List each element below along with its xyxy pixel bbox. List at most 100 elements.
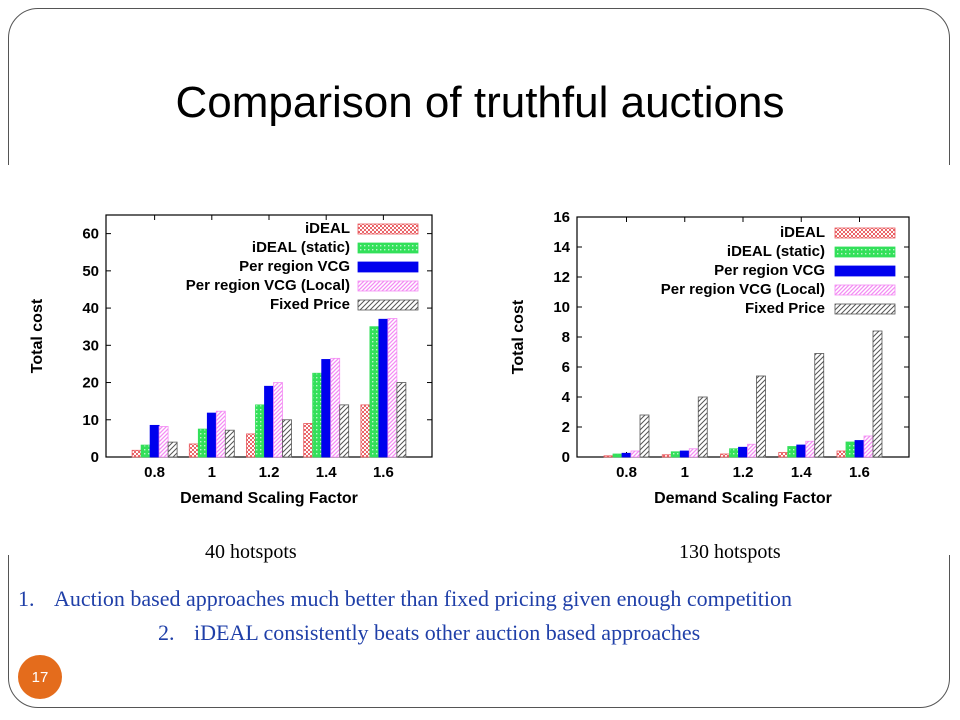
y-tick-label: 10 <box>82 412 99 429</box>
legend-label: iDEAL (static) <box>727 243 825 260</box>
y-tick-label: 14 <box>553 239 570 256</box>
y-tick-label: 12 <box>553 269 570 286</box>
y-tick-label: 4 <box>562 389 571 406</box>
x-tick-label: 0.8 <box>144 464 165 481</box>
bar <box>321 359 332 458</box>
x-tick-label: 0.8 <box>616 464 637 481</box>
legend-label: iDEAL (static) <box>252 239 350 256</box>
y-tick-label: 20 <box>82 375 99 392</box>
legend-label: Per region VCG (Local) <box>186 277 350 294</box>
frame-gap-left <box>6 165 11 555</box>
bar <box>360 404 371 458</box>
legend-swatch <box>834 246 896 258</box>
bar <box>158 426 169 458</box>
bar <box>639 414 650 458</box>
legend-swatch <box>357 299 419 311</box>
bullet-text: iDEAL consistently beats other auction b… <box>194 620 701 645</box>
bullet-text: Auction based approaches much better tha… <box>54 586 792 611</box>
x-axis-label: Demand Scaling Factor <box>654 490 832 507</box>
y-tick-label: 60 <box>82 226 99 243</box>
bar <box>149 424 160 458</box>
bar <box>796 444 807 458</box>
legend-swatch <box>357 242 419 254</box>
bar <box>805 440 816 458</box>
x-tick-label: 1.4 <box>316 464 338 481</box>
legend-label: Fixed Price <box>270 296 350 313</box>
bar <box>778 452 789 458</box>
legend-label: Per region VCG (Local) <box>661 281 825 298</box>
bar <box>603 455 614 458</box>
bar <box>224 429 235 458</box>
legend-swatch <box>357 261 419 273</box>
bar <box>264 385 274 458</box>
y-tick-label: 0 <box>91 449 99 466</box>
slide-title: Comparison of truthful auctions <box>175 78 785 127</box>
bar <box>697 396 708 458</box>
bar <box>612 453 623 458</box>
bar <box>312 372 323 458</box>
legend-label: iDEAL <box>305 220 350 237</box>
bar <box>720 453 730 458</box>
bar <box>206 412 217 458</box>
bar <box>688 448 699 458</box>
y-tick-label: 30 <box>82 337 99 354</box>
bar <box>756 375 766 458</box>
legend-label: iDEAL <box>780 224 825 241</box>
y-tick-label: 16 <box>553 209 570 226</box>
x-tick-label: 1.6 <box>849 464 870 481</box>
legend-label: Per region VCG <box>714 262 825 279</box>
caption-130-hotspots: 130 hotspots <box>679 541 781 563</box>
bar <box>863 435 874 458</box>
legend-swatch <box>834 303 896 315</box>
bar <box>747 443 757 458</box>
bar <box>630 450 641 458</box>
chart-40-hotspots: 0 10 20 30 40 50 60 0.8 1 1.2 1.4 1.6 iDEAL iDEAL (st… <box>29 214 433 507</box>
x-tick-label: 1 <box>208 464 216 481</box>
bar <box>339 404 350 458</box>
y-tick-label: 6 <box>562 359 570 376</box>
bar <box>140 444 151 458</box>
bullet-number: 2. <box>158 620 175 645</box>
x-tick-label: 1.4 <box>791 464 813 481</box>
bar <box>854 440 865 458</box>
bar <box>246 433 256 458</box>
x-tick-label: 1.2 <box>259 464 280 481</box>
legend-swatch <box>834 227 896 239</box>
slide-number-badge: 17 <box>18 655 62 699</box>
y-tick-label: 40 <box>82 300 99 317</box>
y-tick-label: 10 <box>553 299 570 316</box>
legend-label: Fixed Price <box>745 300 825 317</box>
bar <box>872 330 883 458</box>
x-tick-label: 1.6 <box>373 464 394 481</box>
bar <box>215 410 226 458</box>
chart-130-hotspots: 0 2 4 6 8 10 12 14 16 0.8 1 1.2 1.4 1.6 iDEAL iDEAL (st… <box>510 209 910 507</box>
bar <box>729 448 739 458</box>
bar <box>396 382 407 458</box>
bar <box>131 449 142 458</box>
bar <box>167 441 178 458</box>
frame-gap-right <box>947 165 952 555</box>
bar <box>738 446 748 458</box>
bullet-point-1: 1. Auction based approaches much better … <box>18 586 792 612</box>
bar <box>197 428 208 458</box>
bar <box>330 357 341 458</box>
legend-swatch <box>357 223 419 235</box>
bar <box>814 353 825 458</box>
y-axis-label: Total cost <box>510 299 527 374</box>
x-tick-label: 1 <box>681 464 689 481</box>
bar <box>282 419 292 458</box>
bar <box>679 450 690 458</box>
bar <box>378 318 389 458</box>
caption-40-hotspots: 40 hotspots <box>205 541 297 563</box>
bar <box>845 441 856 458</box>
legend-swatch <box>357 280 419 292</box>
x-tick-label: 1.2 <box>733 464 754 481</box>
bar <box>188 443 199 458</box>
bar <box>661 454 672 458</box>
bar <box>255 404 265 458</box>
bar <box>836 450 847 458</box>
legend-swatch <box>834 265 896 277</box>
y-tick-label: 0 <box>562 449 570 466</box>
y-tick-label: 8 <box>562 329 570 346</box>
legend-label: Per region VCG <box>239 258 350 275</box>
